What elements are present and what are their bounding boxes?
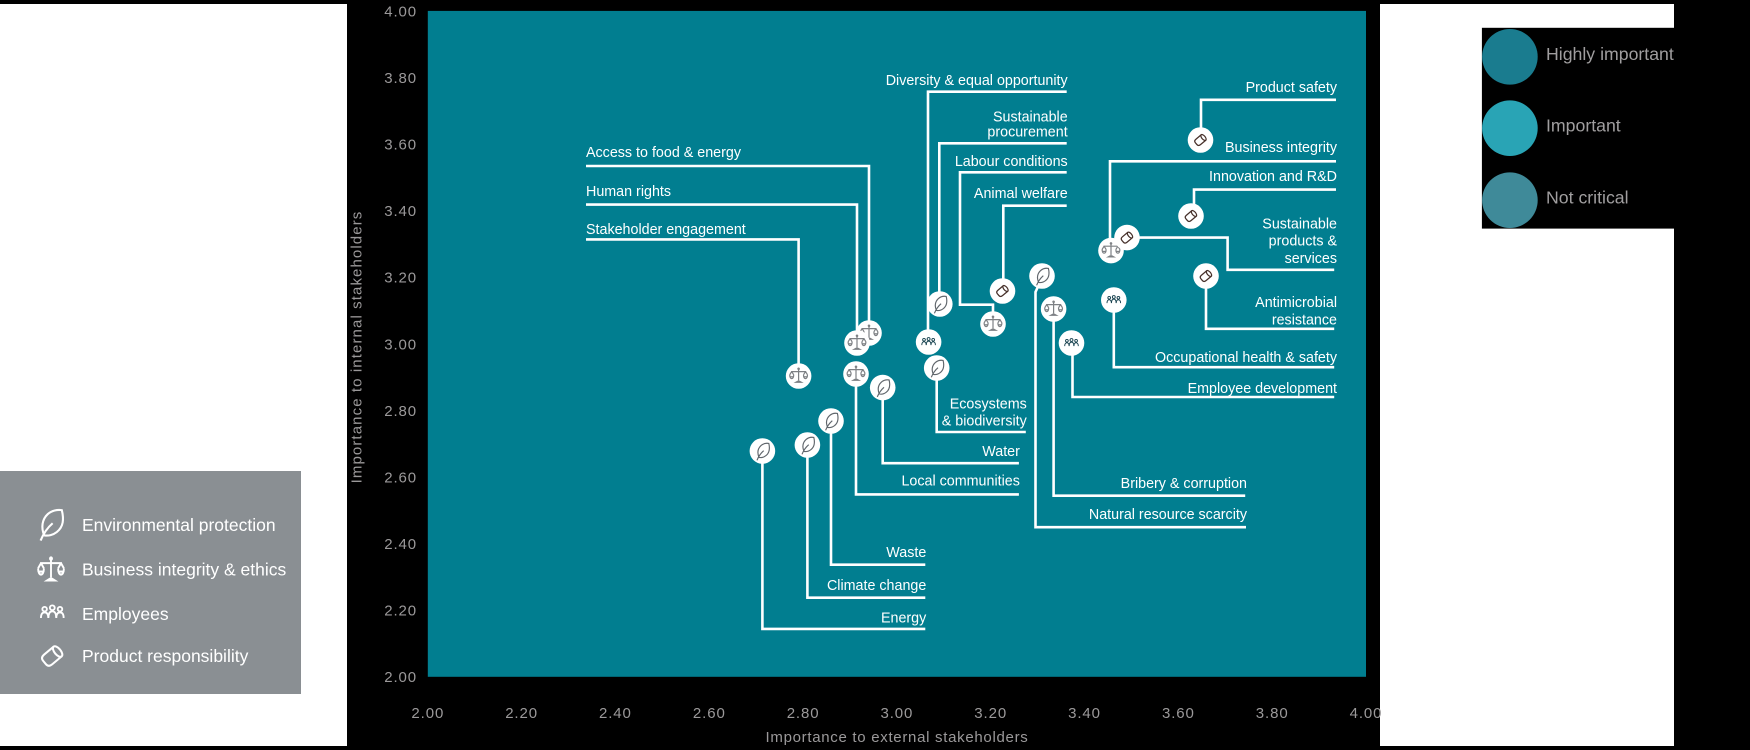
svg-text:Local communities: Local communities <box>901 474 1019 490</box>
svg-text:Climate change: Climate change <box>827 578 926 594</box>
svg-text:Occupational health & safety: Occupational health & safety <box>1155 350 1338 366</box>
svg-text:Business integrity: Business integrity <box>1225 140 1338 156</box>
svg-text:resistance: resistance <box>1272 313 1337 329</box>
svg-text:Ecosystems: Ecosystems <box>950 397 1027 413</box>
svg-text:Employee development: Employee development <box>1188 381 1337 397</box>
svg-text:Labour conditions: Labour conditions <box>955 154 1068 170</box>
svg-text:Employees: Employees <box>82 604 169 624</box>
svg-text:Waste: Waste <box>886 545 926 561</box>
svg-text:3.20: 3.20 <box>384 270 417 287</box>
svg-text:2.80: 2.80 <box>384 403 417 420</box>
svg-text:procurement: procurement <box>987 125 1067 141</box>
svg-text:3.40: 3.40 <box>384 203 417 220</box>
svg-text:products &: products & <box>1269 234 1338 250</box>
svg-text:Environmental protection: Environmental protection <box>82 515 276 535</box>
svg-text:Product safety: Product safety <box>1246 80 1338 96</box>
svg-text:Water: Water <box>982 444 1020 460</box>
svg-text:4.00: 4.00 <box>1350 705 1383 722</box>
svg-text:3.60: 3.60 <box>384 137 417 154</box>
svg-text:3.60: 3.60 <box>1162 705 1195 722</box>
svg-text:Not critical: Not critical <box>1546 187 1629 207</box>
svg-text:2.00: 2.00 <box>411 705 444 722</box>
svg-text:Diversity & equal opportunity: Diversity & equal opportunity <box>886 73 1069 89</box>
svg-text:Human rights: Human rights <box>586 184 671 200</box>
svg-text:Antimicrobial: Antimicrobial <box>1255 295 1337 311</box>
svg-text:4.00: 4.00 <box>384 3 417 20</box>
svg-text:3.00: 3.00 <box>384 336 417 353</box>
svg-text:& biodiversity: & biodiversity <box>942 414 1028 430</box>
svg-text:3.40: 3.40 <box>1068 705 1101 722</box>
svg-text:Business integrity & ethics: Business integrity & ethics <box>82 560 287 580</box>
svg-text:Sustainable: Sustainable <box>993 110 1068 126</box>
svg-text:Importance to external stakeho: Importance to external stakeholders <box>766 729 1029 746</box>
svg-text:2.00: 2.00 <box>384 669 417 686</box>
svg-text:Animal welfare: Animal welfare <box>974 186 1068 202</box>
svg-text:2.80: 2.80 <box>787 705 820 722</box>
svg-text:Importance to internal stakeho: Importance to internal stakeholders <box>349 211 366 484</box>
svg-text:Sustainable: Sustainable <box>1262 217 1337 233</box>
svg-text:2.40: 2.40 <box>599 705 632 722</box>
svg-text:Energy: Energy <box>881 611 927 627</box>
svg-text:Access to food & energy: Access to food & energy <box>586 145 742 161</box>
svg-text:2.40: 2.40 <box>384 536 417 553</box>
svg-text:3.80: 3.80 <box>384 70 417 87</box>
svg-text:Important: Important <box>1546 115 1621 135</box>
svg-text:Natural resource scarcity: Natural resource scarcity <box>1089 507 1248 523</box>
svg-text:2.60: 2.60 <box>384 469 417 486</box>
svg-text:3.80: 3.80 <box>1256 705 1289 722</box>
svg-text:Highly important: Highly important <box>1546 44 1674 64</box>
svg-text:services: services <box>1285 251 1337 267</box>
svg-text:Innovation and R&D: Innovation and R&D <box>1209 169 1337 185</box>
svg-text:3.20: 3.20 <box>974 705 1007 722</box>
svg-text:Stakeholder engagement: Stakeholder engagement <box>586 222 746 238</box>
svg-text:2.20: 2.20 <box>505 705 538 722</box>
svg-text:Bribery & corruption: Bribery & corruption <box>1121 476 1247 492</box>
svg-text:2.60: 2.60 <box>693 705 726 722</box>
svg-text:Product responsibility: Product responsibility <box>82 646 249 666</box>
svg-text:2.20: 2.20 <box>384 603 417 620</box>
svg-text:3.00: 3.00 <box>881 705 914 722</box>
